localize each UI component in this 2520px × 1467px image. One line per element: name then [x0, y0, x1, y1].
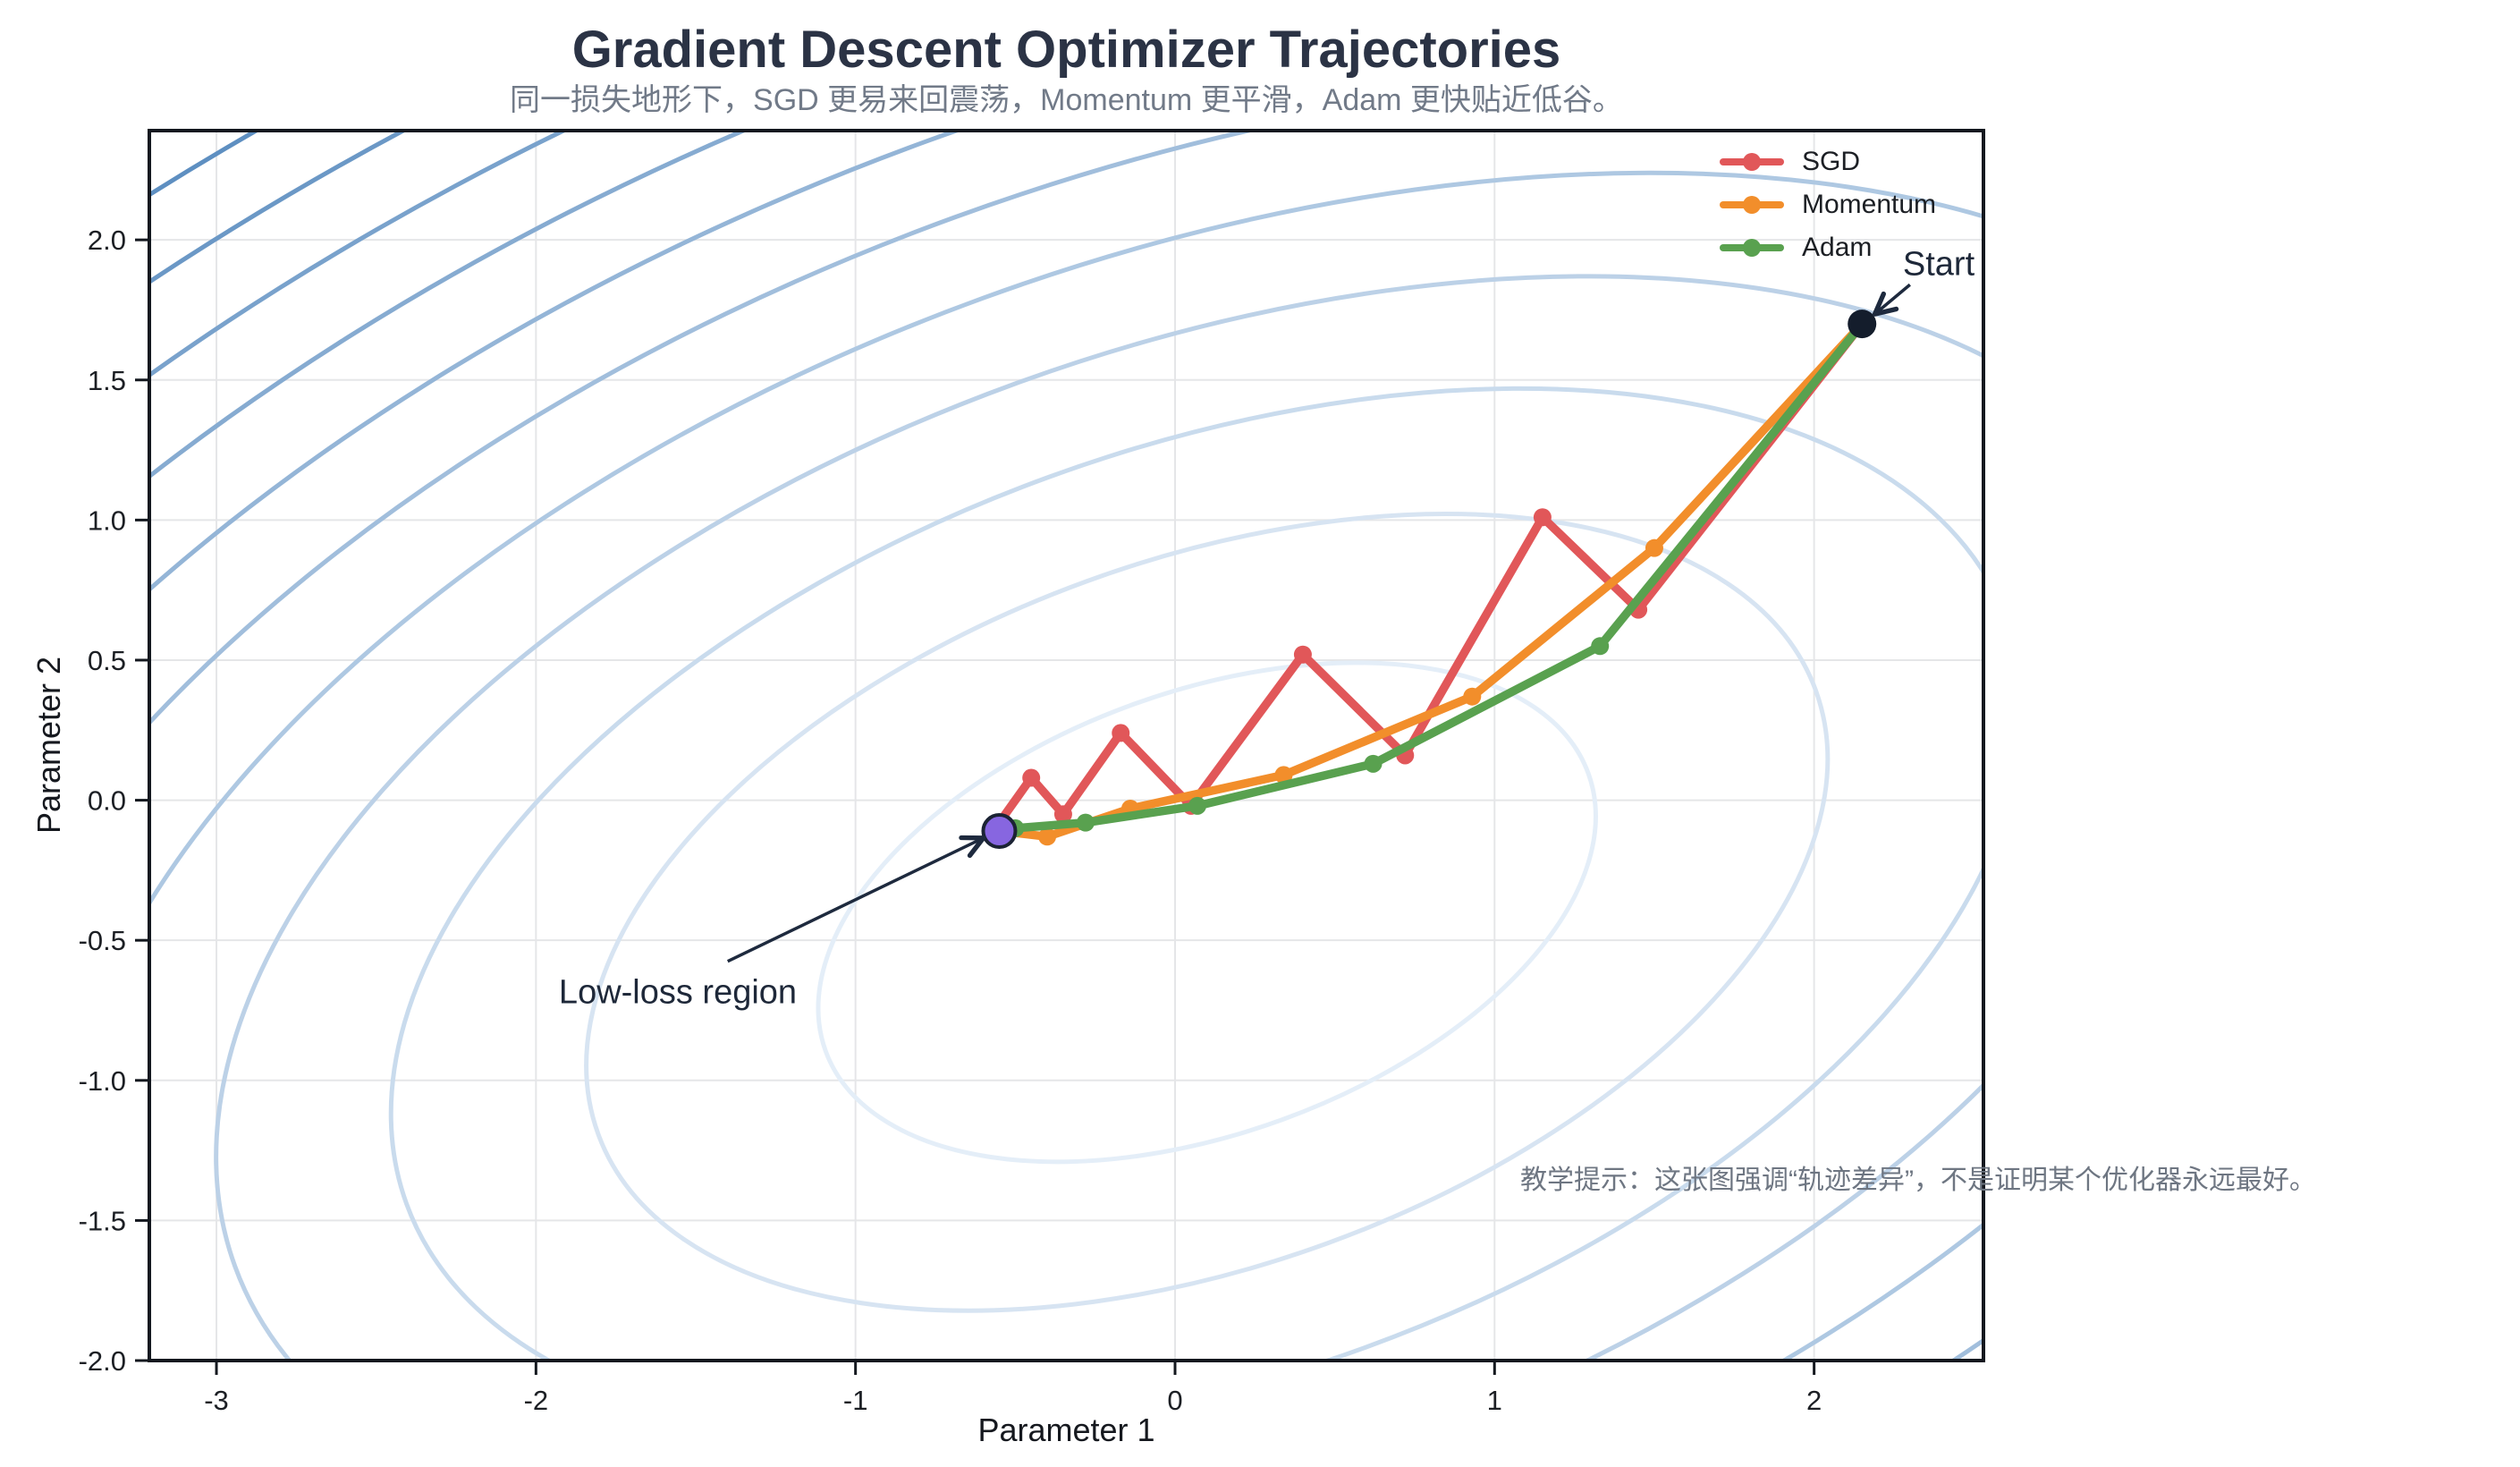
trajectory-line: [994, 319, 1866, 827]
y-tick-label: -1.5: [79, 1205, 126, 1236]
start-annotation: Start: [1902, 245, 1975, 284]
y-tick-label: -1.0: [79, 1065, 126, 1097]
trajectory-marker: [1053, 805, 1072, 824]
legend-item-adam: Adam: [1720, 226, 1936, 269]
y-tick-label: 2.0: [88, 225, 126, 256]
contour-line: [584, 512, 1831, 1313]
start-arrow: [1872, 283, 1911, 317]
x-tick-label: -1: [843, 1385, 868, 1416]
trajectory-marker: [1022, 768, 1041, 787]
trajectory-marker: [1112, 724, 1130, 742]
trajectory-marker: [1533, 508, 1552, 527]
y-axis-label: Parameter 2: [30, 656, 67, 835]
chart-subtitle: 同一损失地形下，SGD 更易来回震荡，Momentum 更平滑，Adam 更快贴…: [510, 83, 1623, 117]
start-point: [1848, 310, 1877, 339]
x-tick-label: 0: [1167, 1385, 1182, 1416]
x-tick-label: 2: [1806, 1385, 1822, 1416]
legend: SGD Momentum Adam: [1720, 140, 1936, 269]
contour-line: [388, 386, 1983, 1361]
y-tick-label: 0.5: [88, 645, 126, 676]
legend-label-momentum: Momentum: [1802, 190, 1937, 219]
trajectory-marker: [1188, 796, 1206, 815]
y-tick-label: 1.5: [88, 365, 126, 396]
low-loss-annotation: Low-loss region: [558, 973, 798, 1012]
trajectory-momentum: [990, 315, 1872, 846]
axis-ticks: -3 -2 -1 0 1 2 -2.0 -1.5 -1.0 -0.5 0.0 0.5 1.0 1.5 2.0: [79, 225, 1822, 1416]
legend-label-adam: Adam: [1802, 233, 1873, 262]
y-tick-label: 0.0: [88, 785, 126, 817]
x-axis-label: Parameter 1: [977, 1412, 1155, 1448]
trajectory-line: [994, 319, 1866, 842]
trajectory-marker: [1293, 645, 1312, 664]
legend-item-sgd: SGD: [1720, 140, 1936, 183]
momentum-line-marker-icon: [1720, 195, 1784, 215]
contour-line: [816, 660, 1598, 1165]
legend-item-momentum: Momentum: [1720, 183, 1936, 226]
x-tick-label: -3: [204, 1385, 229, 1416]
trajectory-marker: [1645, 538, 1663, 557]
contour-line: [214, 274, 1983, 1361]
trajectory-line: [994, 319, 1866, 838]
adam-line-marker-icon: [1720, 238, 1784, 258]
x-tick-label: 1: [1487, 1385, 1502, 1416]
low-loss-point: [981, 813, 1018, 850]
low-loss-arrow: [726, 835, 986, 963]
y-tick-label: -0.5: [79, 925, 126, 956]
sgd-line-marker-icon: [1720, 152, 1784, 172]
chart-title: Gradient Descent Optimizer Trajectories: [571, 21, 1561, 79]
legend-label-sgd: SGD: [1802, 147, 1861, 176]
trajectory-marker: [1076, 813, 1095, 832]
trajectory-marker: [1463, 687, 1482, 706]
teaching-tip: 教学提示：这张图强调“轨迹差异”，不是证明某个优化器永远最好。: [1520, 1166, 2316, 1195]
x-tick-label: -2: [524, 1385, 549, 1416]
trajectory-marker: [1274, 766, 1293, 784]
trajectory-marker: [1591, 637, 1610, 656]
axes-spines: [148, 129, 1985, 1362]
y-tick-label: 1.0: [88, 505, 126, 536]
y-tick-label: -2.0: [79, 1345, 126, 1377]
trajectory-marker: [1364, 754, 1383, 773]
trajectory-marker: [1038, 827, 1057, 846]
